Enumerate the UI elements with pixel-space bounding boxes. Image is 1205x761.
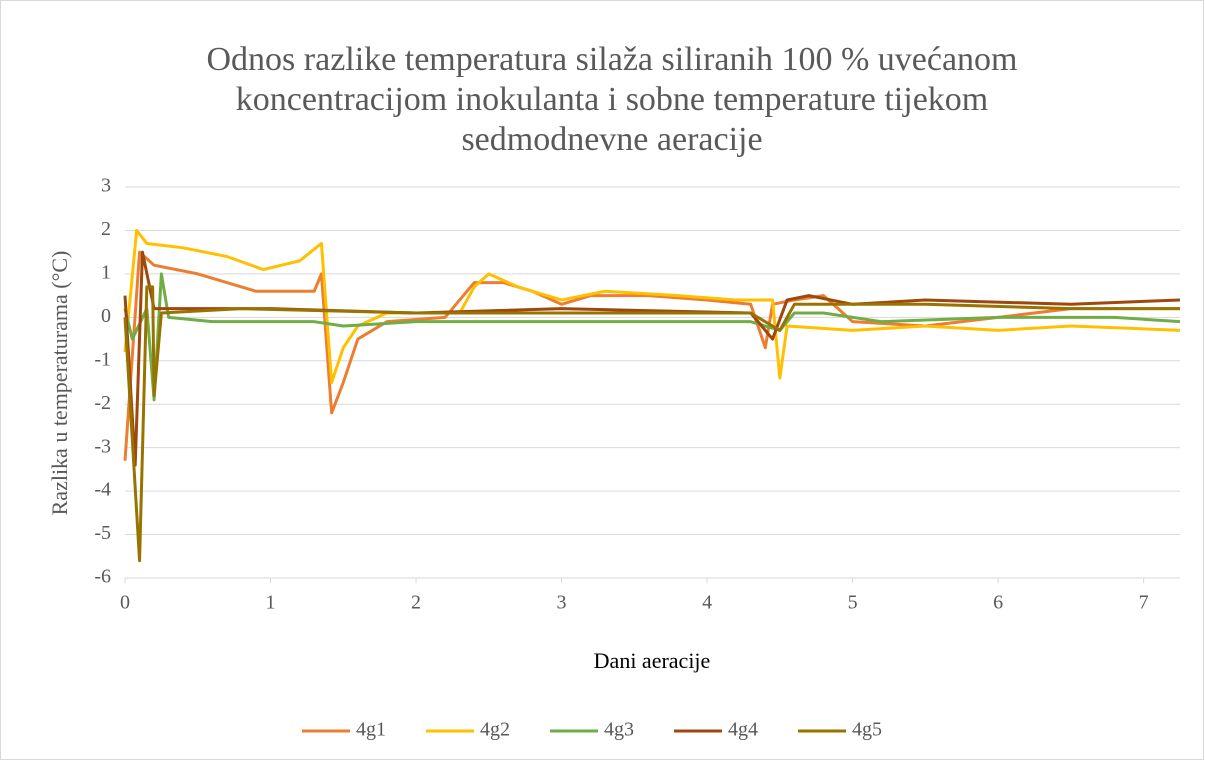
x-tick-label: 5: [848, 592, 858, 614]
y-axis-label: Razlika u temperaturama (°C): [47, 251, 72, 516]
x-axis-label: Dani aeracije: [594, 648, 711, 673]
y-tick-label: 1: [101, 261, 111, 283]
series-line: [123, 272, 1181, 402]
series-line: [123, 228, 1181, 384]
legend-label: 4g1: [356, 719, 386, 741]
x-tick-label: 3: [557, 592, 567, 614]
x-tick-label: 4: [702, 592, 712, 614]
legend-label: 4g5: [852, 719, 882, 741]
y-tick-label: 3: [101, 175, 111, 197]
y-tick-label: -6: [94, 566, 111, 588]
y-tick-label: -1: [94, 348, 111, 370]
y-tick-label: -4: [94, 479, 111, 501]
y-tick-label: -3: [94, 435, 111, 457]
chart-title: koncentracijom inokulanta i sobne temper…: [236, 81, 988, 118]
x-tick-label: 7: [1139, 592, 1149, 614]
x-tick-label: 6: [993, 592, 1003, 614]
y-tick-label: 0: [101, 305, 111, 327]
x-tick-label: 2: [411, 592, 421, 614]
x-tick-label: 0: [120, 592, 130, 614]
series-line: [123, 285, 1180, 563]
y-tick-label: -5: [94, 522, 111, 544]
legend-label: 4g2: [480, 719, 510, 741]
x-tick-label: 1: [266, 592, 276, 614]
chart-title: sedmodnevne aeracije: [461, 121, 762, 158]
y-tick-label: -2: [94, 392, 111, 414]
y-tick-label: 2: [101, 218, 111, 240]
legend-label: 4g4: [728, 719, 758, 741]
chart-title: Odnos razlike temperatura silaža siliran…: [207, 41, 1018, 78]
legend-label: 4g3: [604, 719, 634, 741]
